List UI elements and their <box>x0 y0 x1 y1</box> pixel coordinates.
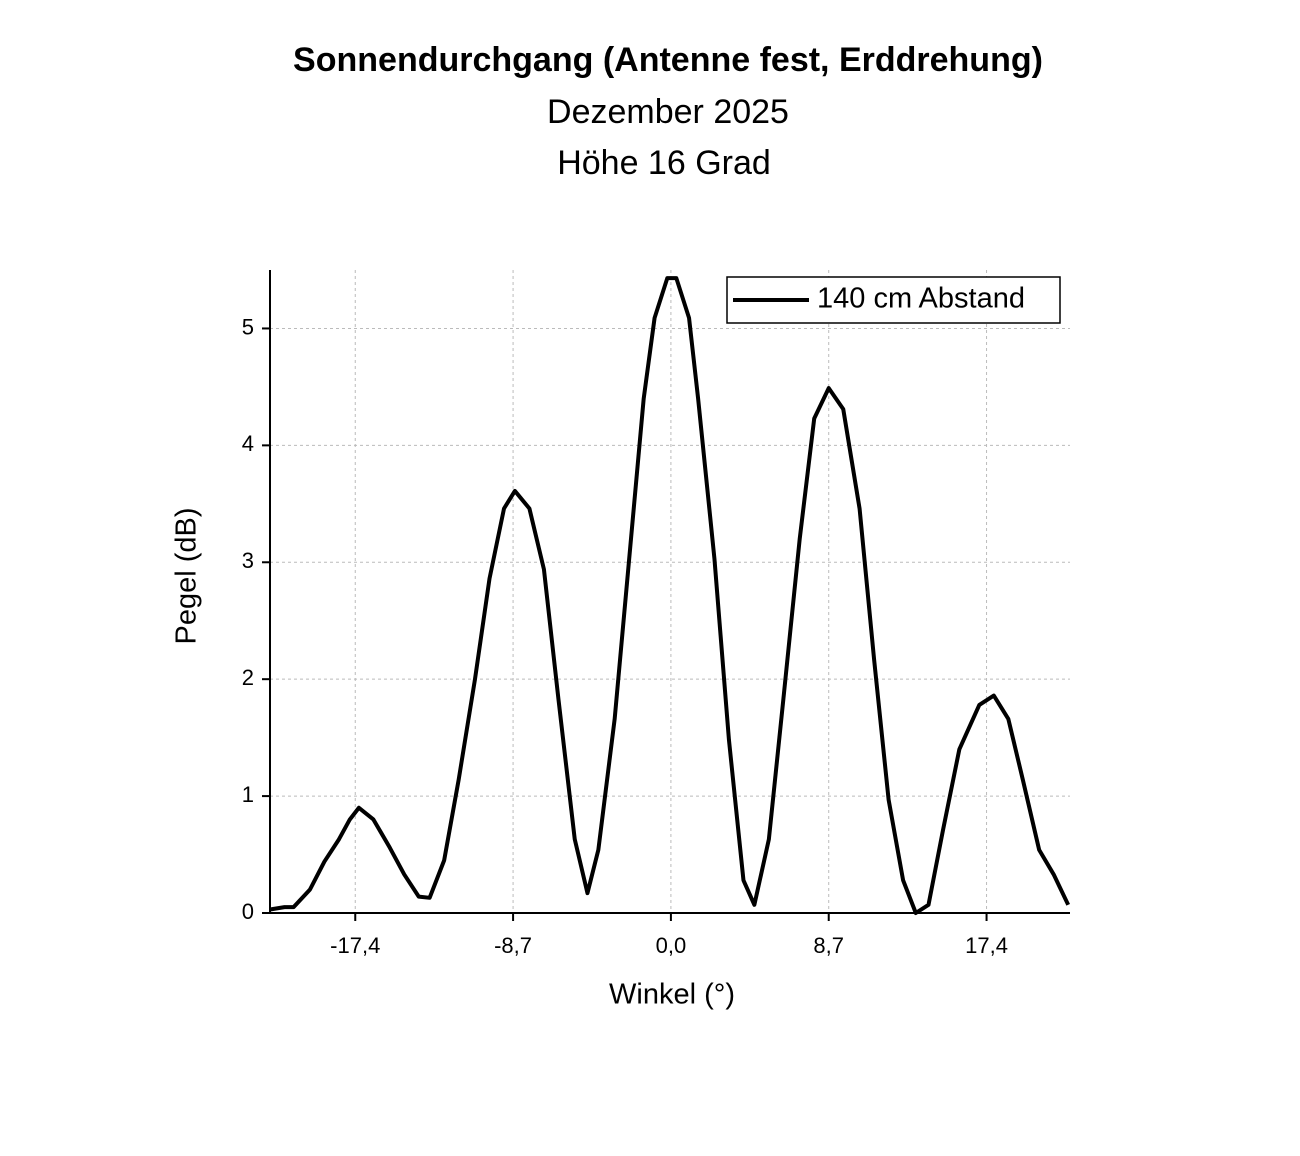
y-tick-label: 0 <box>242 899 254 924</box>
y-tick-label: 4 <box>242 431 254 456</box>
legend-box <box>726 276 1061 324</box>
chart-subtitle: Höhe 16 Grad <box>557 144 771 182</box>
x-axis-label: Winkel (°) <box>609 979 735 1011</box>
y-tick-label: 5 <box>242 314 254 339</box>
y-axis-label: Pegel (dB) <box>171 507 203 644</box>
y-tick-label: 1 <box>242 782 254 807</box>
data-line <box>269 276 1070 915</box>
x-tick-label: 17,4 <box>965 933 1008 958</box>
x-tick-label: 0,0 <box>656 933 687 958</box>
x-tick-label: -8,7 <box>494 933 532 958</box>
chart-title: Sonnendurchgang (Antenne fest, Erddrehun… <box>293 41 1043 79</box>
x-tick-label: -17,4 <box>330 933 380 958</box>
chart-subtitle: Dezember 2025 <box>547 93 789 131</box>
y-tick-label: 2 <box>242 665 254 690</box>
x-tick-label: 8,7 <box>813 933 844 958</box>
legend-label: 140 cm Abstand <box>817 283 1025 315</box>
y-tick-label: 3 <box>242 548 254 573</box>
